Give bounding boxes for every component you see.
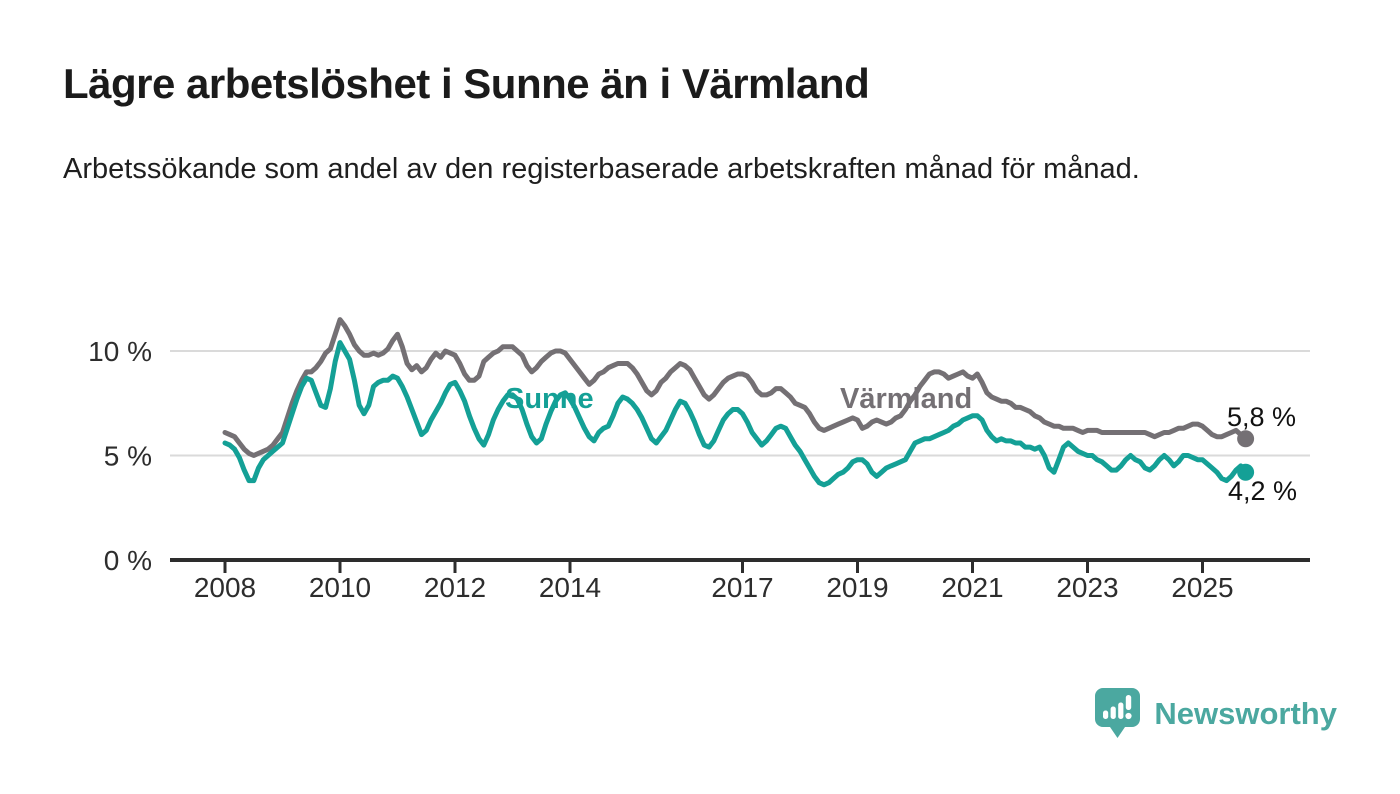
y-axis-tick-label: 10 % bbox=[88, 336, 152, 367]
x-axis-tick-label: 2012 bbox=[424, 572, 486, 603]
värmland-line bbox=[222, 317, 1249, 458]
x-axis-tick-label: 2023 bbox=[1056, 572, 1118, 603]
sunne-end-dot bbox=[1237, 463, 1255, 481]
chart-series-lines bbox=[222, 317, 1255, 488]
chart-axes: 0 % 5 % 10 % 2008 2010 2012 2014 2017 2019 2021 20… bbox=[88, 336, 1310, 603]
x-axis-tick-label: 2008 bbox=[194, 572, 256, 603]
sunne-line bbox=[222, 340, 1249, 488]
chart-gridlines bbox=[170, 350, 1310, 457]
bar-chart-glyph bbox=[1103, 695, 1132, 720]
speech-bubble-shape bbox=[1095, 688, 1141, 738]
x-axis-tick-label: 2019 bbox=[826, 572, 888, 603]
series-label-sunne: Sunne bbox=[505, 383, 594, 415]
newsworthy-logo-icon bbox=[1095, 688, 1141, 738]
x-axis-tick-label: 2010 bbox=[309, 572, 371, 603]
x-axis-tick-label: 2025 bbox=[1171, 572, 1233, 603]
brand-name: Newsworthy bbox=[1154, 695, 1337, 731]
x-axis-tick-label: 2014 bbox=[539, 572, 601, 603]
värmland-end-dot bbox=[1237, 430, 1255, 448]
chart-subtitle: Arbetssökande som andel av den registerb… bbox=[63, 153, 1140, 185]
y-axis-tick-label: 5 % bbox=[104, 441, 152, 472]
end-value-label-varmland: 5,8 % bbox=[1227, 402, 1296, 432]
end-value-label-sunne: 4,2 % bbox=[1228, 476, 1297, 506]
brand-footer: Newsworthy bbox=[1094, 687, 1337, 740]
x-axis-tick-label: 2017 bbox=[711, 572, 773, 603]
page-title: Lägre arbetslöshet i Sunne än i Värmland bbox=[63, 60, 870, 107]
x-axis-tick-label: 2021 bbox=[941, 572, 1003, 603]
series-label-varmland: Värmland bbox=[840, 383, 972, 415]
y-axis-tick-label: 0 % bbox=[104, 545, 152, 576]
